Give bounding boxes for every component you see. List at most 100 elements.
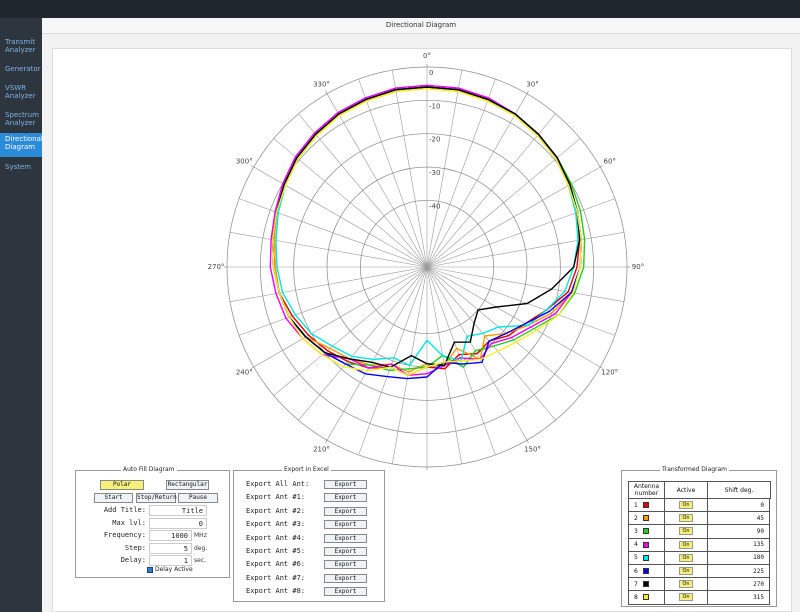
active-cell: On — [664, 498, 708, 513]
theta-tick — [526, 440, 529, 443]
field-label: Frequency: — [103, 531, 146, 539]
theta-tick — [600, 366, 603, 369]
row-number-cell: 1 — [628, 498, 665, 513]
theta-tick — [325, 91, 328, 94]
theta-tick-label: 0° — [423, 52, 431, 60]
nav-item[interactable]: System — [5, 163, 32, 171]
export-label: Export Ant #5: — [246, 547, 306, 555]
nav-item[interactable]: Directional Diagram — [0, 133, 43, 157]
toggle-button[interactable]: On — [679, 567, 693, 576]
field-input[interactable]: 1000 — [149, 530, 192, 541]
theta-tick-label: 270° — [208, 263, 225, 271]
toggle-button[interactable]: On — [679, 501, 693, 510]
export-panel: Export in Excel Export All Ant: Export Expo… — [233, 466, 385, 602]
r-tick-label: -40 — [429, 202, 440, 210]
field-label: Add Title: — [103, 506, 146, 514]
grid-ring — [293, 133, 561, 401]
r-tick-label: 0 — [429, 69, 433, 77]
row-number-cell: 4 — [628, 537, 665, 552]
nav-item[interactable]: Generator — [5, 65, 41, 73]
button[interactable]: Export — [324, 587, 367, 597]
button[interactable]: Rectangular — [166, 480, 209, 490]
field-label: Max lvl: — [112, 518, 146, 527]
field-unit: MHz — [194, 532, 207, 539]
active-cell: On — [664, 564, 708, 579]
button[interactable]: Export — [324, 533, 367, 543]
button[interactable]: Start — [94, 493, 133, 503]
row-number-cell: 8 — [628, 590, 665, 605]
active-cell: On — [664, 550, 708, 565]
swatch — [642, 528, 649, 535]
field-input[interactable]: 0 — [149, 517, 207, 529]
button[interactable]: Export — [324, 506, 367, 516]
toggle-button[interactable]: On — [679, 527, 693, 536]
button[interactable]: Pause — [178, 493, 218, 503]
row-number-cell: 3 — [628, 524, 665, 539]
button[interactable]: Export — [324, 480, 367, 489]
page-title: Directional Diagram — [385, 21, 457, 29]
field-input[interactable]: Title — [149, 505, 207, 516]
shift-cell: 0 — [707, 498, 770, 513]
swatch — [642, 568, 649, 575]
export-label: Export Ant #7: — [246, 573, 306, 582]
theta-tick-label: 150° — [524, 446, 541, 454]
swatch — [642, 541, 649, 548]
export-label: Export Ant #3: — [246, 520, 306, 529]
theta-tick-label: 120° — [601, 369, 618, 377]
r-tick-label: -20 — [429, 136, 440, 144]
sidebar: Transmit Analyzer Generator VSWR Analyzer S… — [0, 18, 43, 612]
auto-fill-panel: Auto Fill Diagram Polar Rectangular Start St… — [75, 466, 230, 578]
field-input[interactable]: 1 — [149, 555, 192, 566]
antenna-number: 3 — [634, 527, 638, 535]
active-cell: On — [664, 537, 708, 552]
shift-cell: 225 — [707, 564, 770, 579]
checkbox[interactable] — [147, 567, 153, 573]
toggle-button[interactable]: On — [679, 580, 693, 589]
button[interactable]: Polar — [100, 480, 144, 490]
shift-cell: 315 — [707, 590, 770, 605]
export-label: Export Ant #6: — [246, 560, 306, 569]
shift-cell: 180 — [707, 550, 770, 565]
theta-tick-label: 330° — [313, 80, 330, 88]
transformed-panel: Transformed Diagram Antenna number Active S… — [621, 466, 777, 607]
toggle-button[interactable]: On — [679, 514, 693, 523]
theta-tick-label: 240° — [236, 369, 253, 377]
toggle-button[interactable]: On — [679, 593, 693, 602]
active-cell: On — [664, 511, 708, 526]
swatch — [642, 581, 649, 588]
nav-item[interactable]: Transmit Analyzer — [5, 38, 36, 54]
antenna-number: 6 — [634, 567, 638, 575]
theta-tick-label: 30° — [526, 80, 538, 88]
panel-title: Export in Excel — [282, 466, 331, 473]
button[interactable]: Stop/Return — [136, 493, 177, 503]
theta-tick-label: 90° — [632, 263, 644, 271]
antenna-number: 4 — [634, 541, 638, 549]
field-unit: deg. — [194, 544, 208, 552]
button[interactable]: Export — [324, 560, 367, 570]
active-cell: On — [664, 524, 708, 539]
export-label: Export Ant #2: — [246, 506, 306, 515]
toggle-button[interactable]: On — [679, 553, 693, 562]
row-number-cell: 5 — [628, 550, 665, 565]
field-input[interactable]: 5 — [149, 542, 192, 554]
field-label: Delay: — [120, 556, 146, 564]
button[interactable]: Export — [324, 547, 367, 556]
checkbox-label: Delay Active — [155, 566, 193, 573]
series-line — [272, 86, 586, 372]
button[interactable]: Export — [324, 493, 367, 503]
title-bar: Directional Diagram — [42, 18, 800, 34]
swatch — [642, 554, 649, 561]
column-header: Antenna number — [628, 481, 665, 499]
row-number-cell: 7 — [628, 577, 665, 592]
panel-title: Transformed Diagram — [660, 466, 730, 473]
button[interactable]: Export — [324, 573, 367, 583]
toggle-button[interactable]: On — [679, 540, 693, 549]
shift-cell: 270 — [707, 577, 770, 592]
nav-item[interactable]: Spectrum Analyzer — [5, 111, 39, 127]
series-line — [272, 88, 582, 376]
column-header: Active — [664, 481, 708, 499]
grid-ring — [259, 99, 595, 435]
nav-item[interactable]: VSWR Analyzer — [5, 84, 36, 100]
button[interactable]: Export — [324, 520, 367, 530]
